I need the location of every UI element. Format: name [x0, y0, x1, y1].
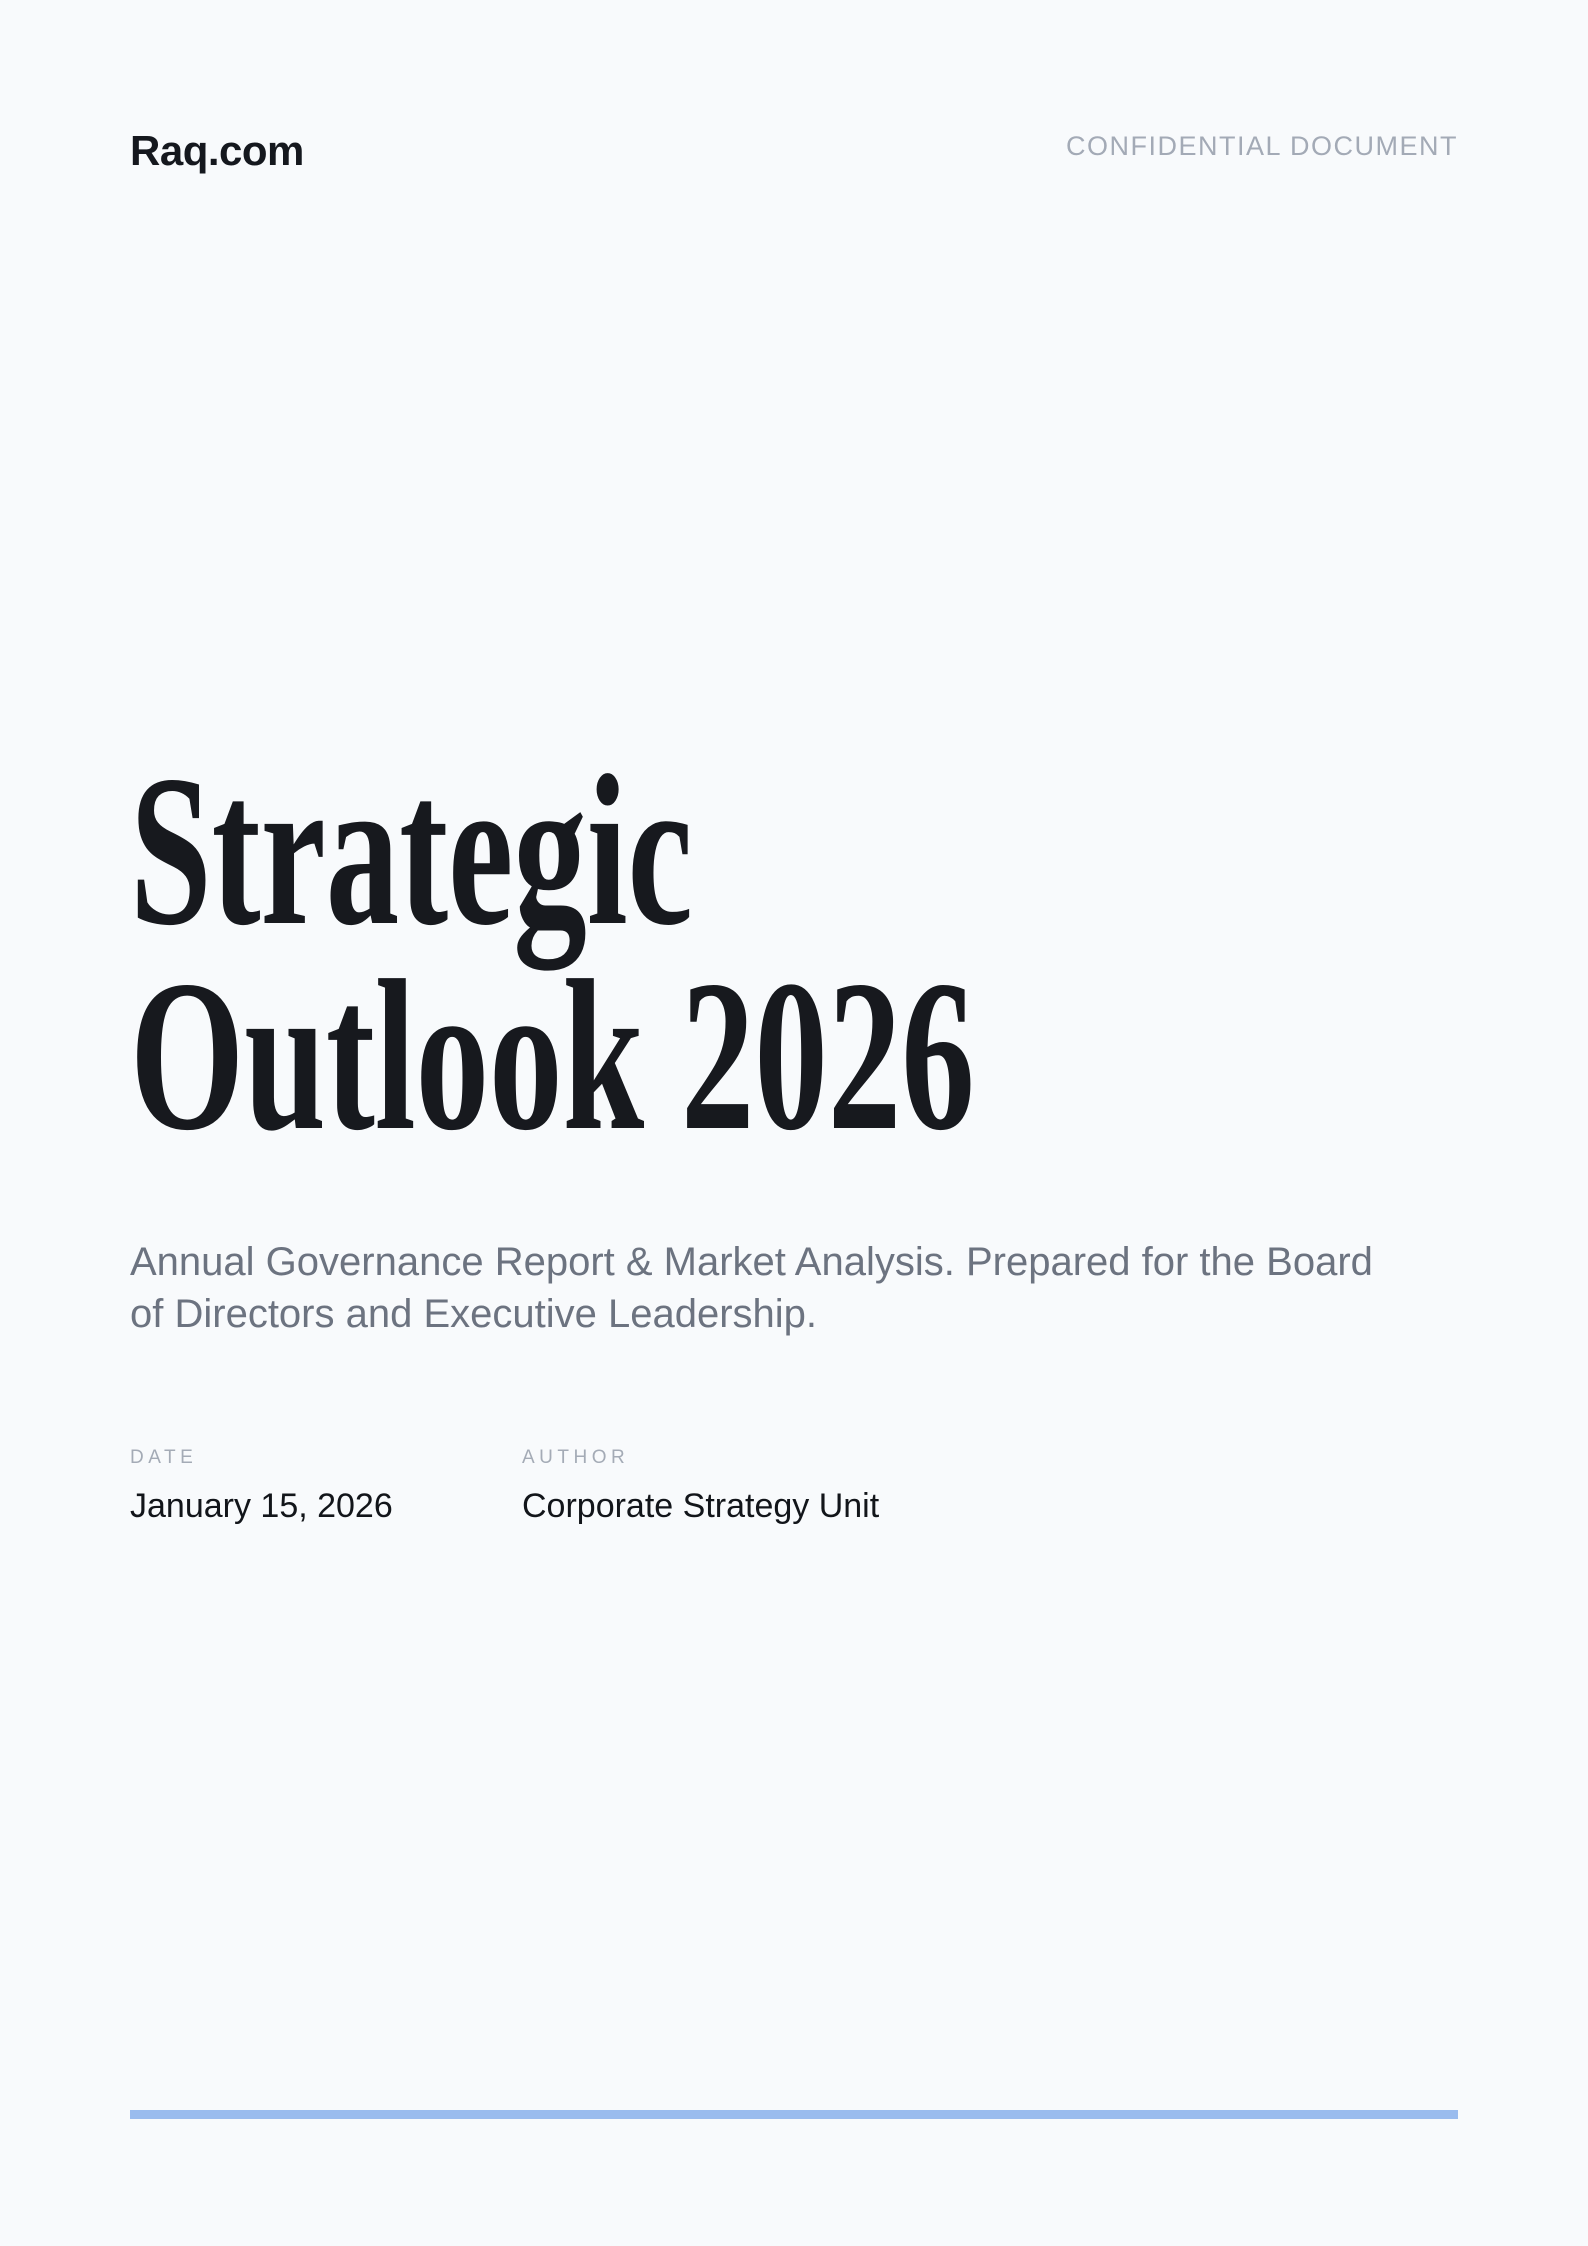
page-title: Strategic Outlook 2026 — [130, 731, 975, 1175]
page-title-line-2: Outlook 2026 — [130, 936, 975, 1175]
date-label: DATE — [130, 1447, 198, 1468]
page-title-line-1: Strategic — [130, 731, 693, 970]
logo: Raq.com — [130, 127, 304, 174]
author-value: Corporate Strategy Unit — [522, 1487, 880, 1525]
meta-author: AUTHOR Corporate Strategy Unit — [522, 1448, 914, 1523]
date-value: January 15, 2026 — [130, 1487, 393, 1525]
author-label: AUTHOR — [522, 1447, 630, 1468]
meta-date: DATE January 15, 2026 — [130, 1448, 522, 1523]
confidential-badge: CONFIDENTIAL DOCUMENT — [1065, 131, 1458, 161]
subtitle: Annual Governance Report & Market Analys… — [130, 1240, 1373, 1336]
accent-bar — [130, 2110, 1458, 2119]
meta-section: DATE January 15, 2026 AUTHOR Corporate S… — [130, 1448, 914, 1523]
